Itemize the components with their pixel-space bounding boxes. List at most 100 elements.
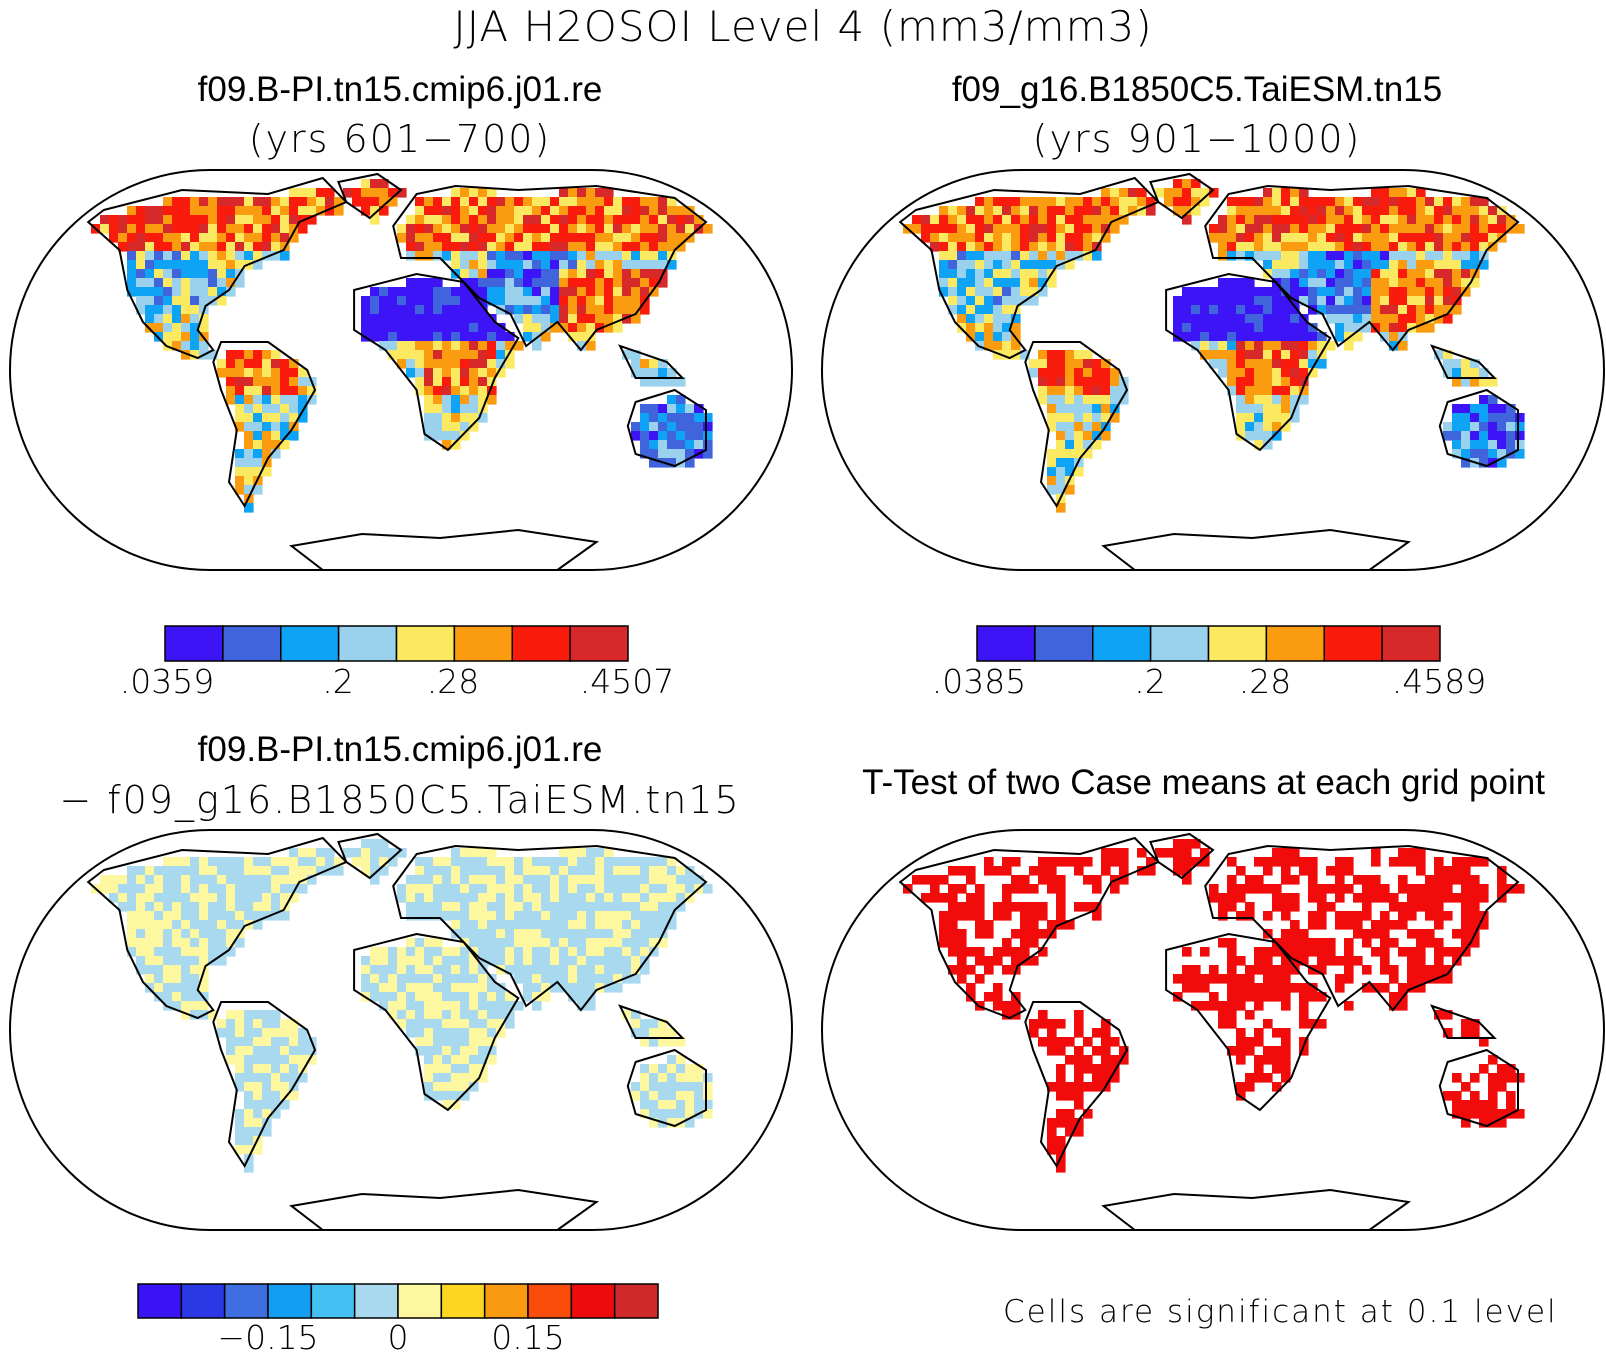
map-cell xyxy=(1434,350,1444,360)
map-cell xyxy=(577,197,587,207)
map-cell xyxy=(703,1100,713,1110)
map-cell xyxy=(1335,287,1345,297)
map-cell xyxy=(1263,956,1273,966)
map-cell xyxy=(271,395,281,405)
map-cell xyxy=(496,1001,506,1011)
map-cell xyxy=(244,224,254,234)
map-cell xyxy=(631,965,641,975)
map-cell xyxy=(1434,893,1444,903)
map-cell xyxy=(244,413,254,423)
map-cell xyxy=(1101,1082,1111,1092)
map-cell xyxy=(424,251,434,261)
map-cell xyxy=(478,350,488,360)
map-cell xyxy=(1065,359,1075,369)
map-cell xyxy=(1488,1082,1498,1092)
map-cell xyxy=(433,242,443,252)
map-cell xyxy=(1470,224,1480,234)
map-cell xyxy=(1281,314,1291,324)
map-cell xyxy=(514,278,524,288)
map-cell xyxy=(397,224,407,234)
map-cell xyxy=(640,449,650,459)
map-cell xyxy=(424,911,434,921)
map-cell xyxy=(136,920,146,930)
map-cell xyxy=(658,911,668,921)
map-cell xyxy=(577,938,587,948)
map-cell xyxy=(1173,857,1183,867)
map-cell xyxy=(433,956,443,966)
map-cell xyxy=(352,188,362,198)
map-cell xyxy=(649,278,659,288)
map-cell xyxy=(361,296,371,306)
map-cell xyxy=(244,1154,254,1164)
map-cell xyxy=(415,251,425,261)
map-cell xyxy=(1236,413,1246,423)
map-cell xyxy=(424,1037,434,1047)
map-cell xyxy=(622,875,632,885)
map-cell xyxy=(1236,233,1246,243)
map-cell xyxy=(433,215,443,225)
map-cell xyxy=(1011,287,1021,297)
map-cell xyxy=(550,206,560,216)
map-cell xyxy=(586,314,596,324)
map-cell xyxy=(226,938,236,948)
map-cell xyxy=(190,1010,200,1020)
map-cell xyxy=(397,188,407,198)
map-cell xyxy=(460,287,470,297)
map-cell xyxy=(1029,251,1039,261)
map-cell xyxy=(370,206,380,216)
map-cell xyxy=(649,1028,659,1038)
map-cell xyxy=(505,956,515,966)
colorbar-swatch xyxy=(310,1283,356,1319)
map-cell xyxy=(127,224,137,234)
map-cell xyxy=(1056,224,1066,234)
map-cell xyxy=(559,305,569,315)
map-cell xyxy=(1182,965,1192,975)
map-cell xyxy=(1083,1055,1093,1065)
map-cell xyxy=(1344,314,1354,324)
map-cell xyxy=(514,974,524,984)
map-cell xyxy=(1308,242,1318,252)
map-cell xyxy=(658,938,668,948)
map-cell xyxy=(1389,314,1399,324)
map-cell xyxy=(352,848,362,858)
map-cell xyxy=(1479,206,1489,216)
map-cell xyxy=(1299,956,1309,966)
map-cell xyxy=(415,242,425,252)
bottom-left-title: f09.B-PI.tn15.cmip6.j01.re xyxy=(197,730,603,769)
map-cell xyxy=(181,278,191,288)
map-cell xyxy=(1407,287,1417,297)
map-cell xyxy=(226,395,236,405)
map-cell xyxy=(1209,224,1219,234)
map-cell xyxy=(649,1118,659,1128)
map-cell xyxy=(1146,866,1156,876)
colorbar-swatch xyxy=(1323,625,1383,662)
map-cell xyxy=(1452,449,1462,459)
map-cell xyxy=(442,341,452,351)
map-cell xyxy=(1029,911,1039,921)
map-cell xyxy=(289,1028,299,1038)
map-cell xyxy=(226,368,236,378)
map-cell xyxy=(1263,413,1273,423)
map-cell xyxy=(1398,278,1408,288)
map-cell xyxy=(1461,857,1471,867)
map-cell xyxy=(487,884,497,894)
map-cell xyxy=(957,866,967,876)
map-cell xyxy=(271,1073,281,1083)
map-cell xyxy=(1461,929,1471,939)
map-cell xyxy=(442,431,452,441)
map-cell xyxy=(316,857,326,867)
map-cell xyxy=(361,839,371,849)
map-cell xyxy=(1047,242,1057,252)
map-cell xyxy=(993,350,1003,360)
map-cell xyxy=(1029,1019,1039,1029)
map-cell xyxy=(1389,341,1399,351)
map-cell xyxy=(280,395,290,405)
map-cell xyxy=(676,1055,686,1065)
map-cell xyxy=(604,902,614,912)
map-cell xyxy=(460,974,470,984)
map-cell xyxy=(1281,332,1291,342)
map-cell xyxy=(235,206,245,216)
map-cell xyxy=(1020,287,1030,297)
map-cell xyxy=(334,206,344,216)
map-cell xyxy=(993,260,1003,270)
